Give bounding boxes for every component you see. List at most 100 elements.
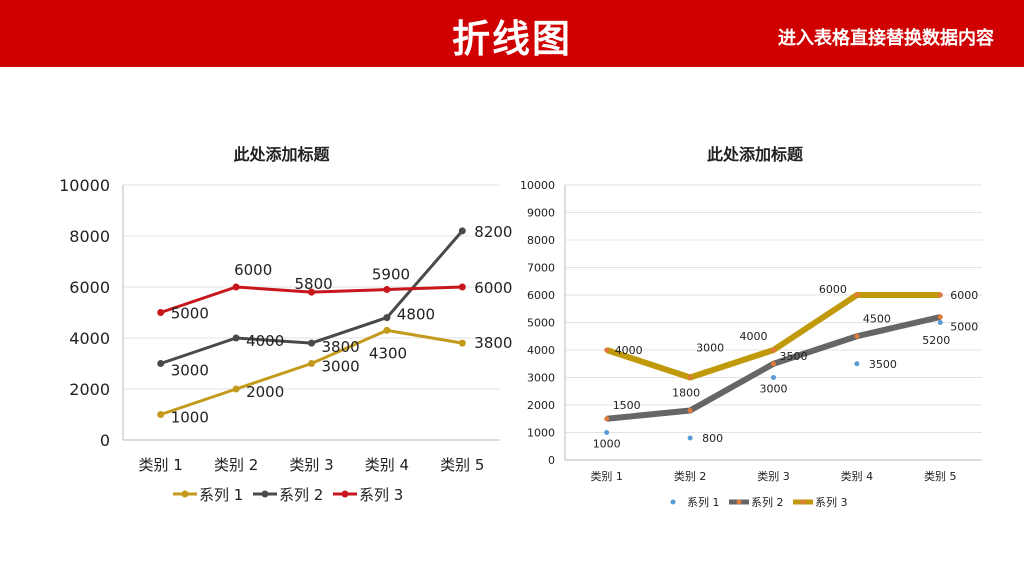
data-label: 4000 xyxy=(246,332,284,350)
data-point xyxy=(854,361,860,367)
page-subtitle: 进入表格直接替换数据内容 xyxy=(778,28,994,49)
data-point xyxy=(308,288,315,296)
legend-marker xyxy=(800,499,806,505)
data-label: 5000 xyxy=(171,305,209,323)
data-label: 5200 xyxy=(922,334,950,347)
data-point xyxy=(771,375,776,380)
legend-label: 系列 3 xyxy=(359,486,403,504)
data-label: 6000 xyxy=(819,283,847,296)
data-label: 5900 xyxy=(372,266,410,284)
data-label: 1500 xyxy=(613,399,641,412)
data-point xyxy=(937,292,943,298)
data-point xyxy=(854,292,860,298)
legend-label: 系列 2 xyxy=(751,495,784,509)
legend-marker xyxy=(181,490,189,498)
y-tick-label: 0 xyxy=(100,431,110,450)
x-tick-label: 类别 1 xyxy=(139,456,183,474)
data-label: 3500 xyxy=(869,358,897,371)
data-label: 4000 xyxy=(615,344,643,357)
data-point xyxy=(458,227,466,235)
chart-title: 此处添加标题 xyxy=(707,145,804,164)
data-point xyxy=(232,334,240,342)
data-point xyxy=(232,283,240,291)
data-label: 3000 xyxy=(322,358,360,376)
data-label: 800 xyxy=(702,432,723,445)
x-tick-label: 类别 3 xyxy=(289,456,333,474)
data-label: 1800 xyxy=(672,387,700,400)
legend-marker xyxy=(261,490,269,498)
data-point xyxy=(604,430,610,435)
data-label: 6000 xyxy=(474,279,512,297)
data-label: 2000 xyxy=(246,383,284,401)
data-point xyxy=(854,333,860,339)
x-tick-label: 类别 4 xyxy=(365,456,409,474)
data-label: 5800 xyxy=(295,275,333,293)
y-tick-label: 0 xyxy=(548,454,555,467)
legend-label: 系列 3 xyxy=(815,495,848,509)
data-point xyxy=(458,283,466,291)
y-tick-label: 10000 xyxy=(520,179,555,192)
data-label: 3500 xyxy=(780,350,808,363)
data-point xyxy=(157,360,165,367)
data-point xyxy=(604,347,610,353)
y-tick-label: 3000 xyxy=(527,372,555,385)
data-label: 3000 xyxy=(696,342,724,355)
data-point xyxy=(383,314,391,322)
data-label: 1000 xyxy=(593,438,621,451)
data-point xyxy=(157,411,165,418)
data-point xyxy=(383,286,391,294)
legend-marker xyxy=(670,499,676,505)
data-point xyxy=(687,375,693,380)
data-label: 8200 xyxy=(474,223,512,241)
data-label: 1000 xyxy=(171,409,209,427)
y-tick-label: 4000 xyxy=(527,344,555,357)
y-tick-label: 5000 xyxy=(527,317,555,330)
y-tick-label: 4000 xyxy=(69,329,110,348)
y-tick-label: 6000 xyxy=(69,278,110,297)
data-label: 4800 xyxy=(397,306,435,324)
y-tick-label: 10000 xyxy=(59,176,110,195)
data-point xyxy=(157,309,165,316)
page-title: 折线图 xyxy=(451,17,572,61)
data-label: 3000 xyxy=(760,383,788,396)
y-tick-label: 9000 xyxy=(527,207,555,220)
x-tick-label: 类别 3 xyxy=(757,469,790,483)
y-tick-label: 8000 xyxy=(69,227,110,246)
data-label: 4300 xyxy=(369,344,407,362)
legend-marker xyxy=(341,490,349,498)
data-point xyxy=(687,408,693,413)
data-label: 3800 xyxy=(474,334,512,352)
legend-marker xyxy=(736,499,742,505)
x-tick-label: 类别 2 xyxy=(214,456,258,474)
legend-label: 系列 1 xyxy=(687,495,720,509)
data-point xyxy=(687,435,693,441)
x-tick-label: 类别 1 xyxy=(590,469,623,483)
y-tick-label: 2000 xyxy=(69,380,110,399)
data-point xyxy=(771,347,776,353)
data-point xyxy=(232,385,240,393)
chart-title: 此处添加标题 xyxy=(233,145,330,164)
data-point xyxy=(458,339,466,347)
y-tick-label: 6000 xyxy=(527,289,555,302)
y-tick-label: 7000 xyxy=(527,262,555,275)
x-tick-label: 类别 5 xyxy=(924,469,957,483)
legend-label: 系列 1 xyxy=(199,486,243,504)
data-point xyxy=(937,320,943,325)
header-bar: 折线图 进入表格直接替换数据内容 xyxy=(0,0,1024,67)
x-tick-label: 类别 5 xyxy=(440,456,484,474)
data-point xyxy=(604,416,610,422)
data-label: 4000 xyxy=(740,330,768,343)
legend-label: 系列 2 xyxy=(279,486,323,504)
data-point xyxy=(937,314,943,320)
x-tick-label: 类别 2 xyxy=(674,469,707,483)
data-label: 6000 xyxy=(234,261,272,279)
data-label: 3800 xyxy=(322,338,360,356)
data-point xyxy=(308,360,315,367)
data-label: 5000 xyxy=(950,321,978,334)
data-point xyxy=(383,326,391,334)
x-tick-label: 类别 4 xyxy=(841,469,874,483)
data-point xyxy=(771,361,776,367)
data-label: 3000 xyxy=(171,362,209,380)
